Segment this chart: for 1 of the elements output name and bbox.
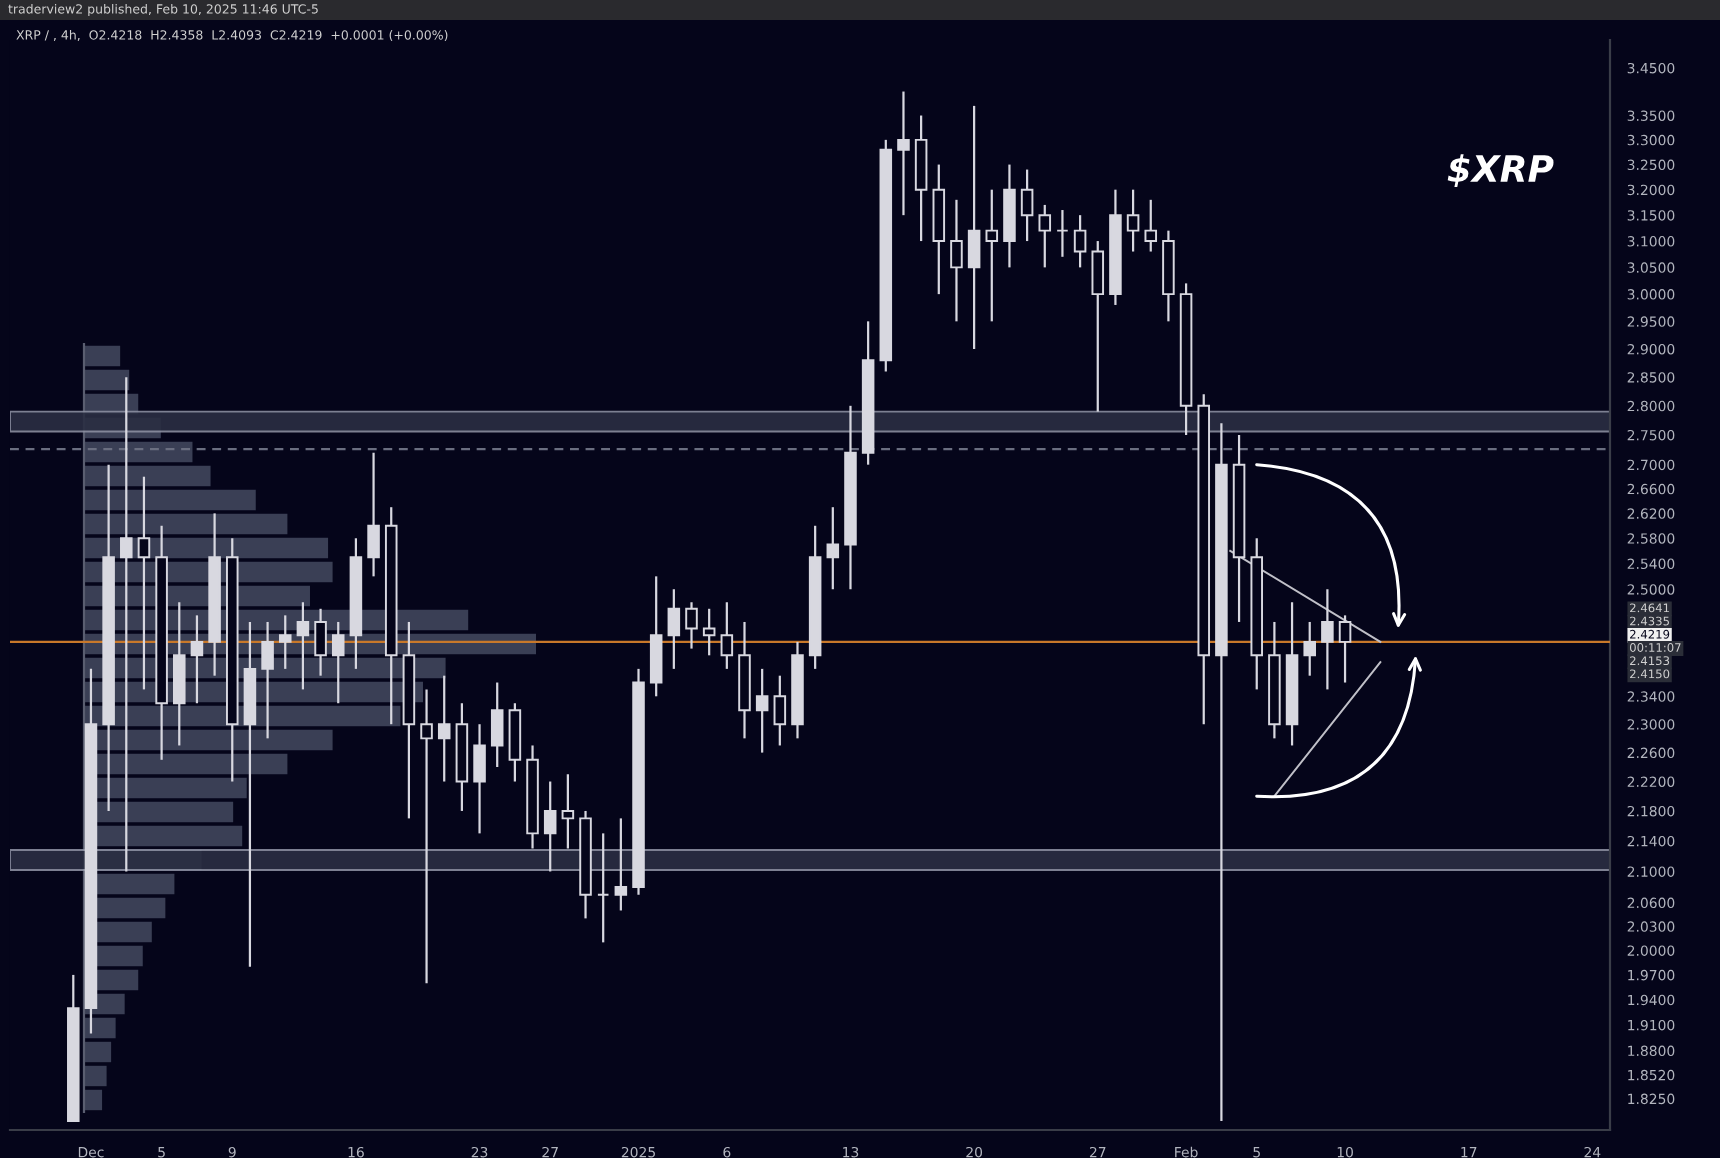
annotation: $XRP [1447, 154, 1554, 188]
